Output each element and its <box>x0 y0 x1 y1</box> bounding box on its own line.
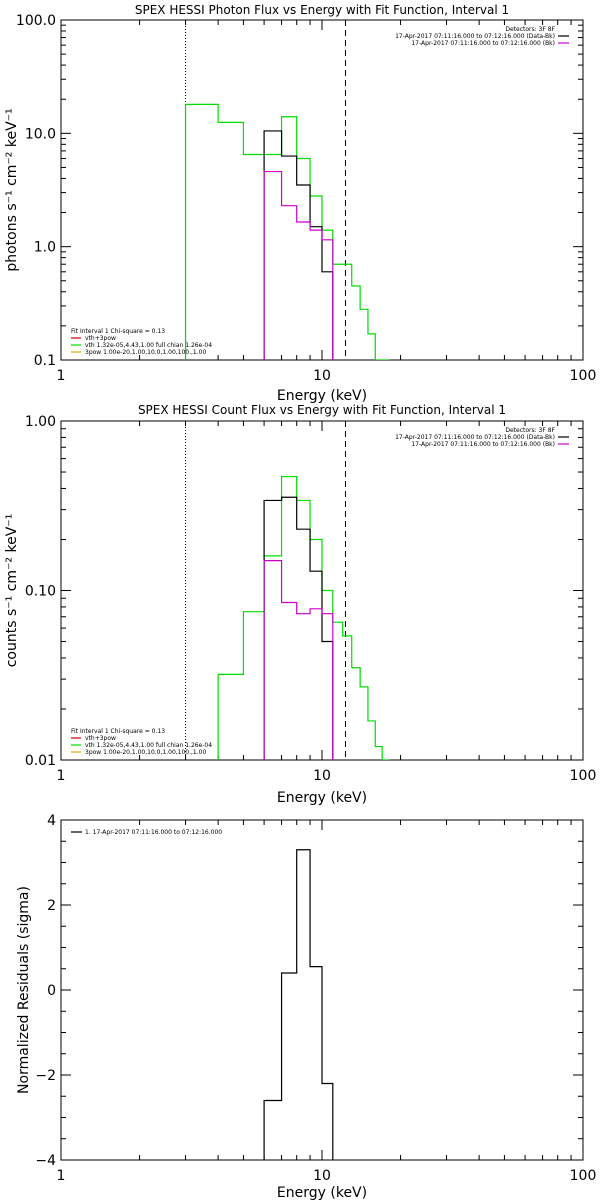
x-tick-label: 1 <box>57 368 66 384</box>
legend-entry-text: 3pow 1.00e-20,1.00,10.0,1.00,100.,1.00 <box>85 749 206 756</box>
legend-entry-text: 3pow 1.00e-20,1.00,10.0,1.00,100.,1.00 <box>85 349 206 356</box>
legend-entry-text: vth+3pow <box>85 335 116 342</box>
x-axis-label: Energy (keV) <box>277 1185 367 1200</box>
chart-panel-2: SPEX HESSI Count Flux vs Energy with Fit… <box>4 403 596 806</box>
legend-entry-text: 17-Apr-2017 07:11:16.000 to 07:12:16.000… <box>411 441 555 448</box>
x-axis-label: Energy (keV) <box>277 388 367 404</box>
y-tick-label: 0.1 <box>34 353 56 369</box>
legend-header: Detectors: 3F 8F <box>505 26 555 33</box>
x-tick-label: 10 <box>313 1168 331 1184</box>
x-tick-label: 1 <box>57 1168 66 1184</box>
y-tick-label: 4 <box>47 813 56 829</box>
plot-frame <box>60 19 584 361</box>
legend-header: Fit Interval 1 Chi-square = 0.13 <box>71 728 165 735</box>
series-step-line-1 <box>263 849 334 1160</box>
legend-header: Detectors: 3F 8F <box>505 427 555 434</box>
x-axis-label: Energy (keV) <box>277 790 367 806</box>
x-tick-label: 1 <box>57 768 66 784</box>
legend-header: Fit Interval 1 Chi-square = 0.13 <box>71 328 165 335</box>
y-axis-label: counts s⁻¹ cm⁻² keV⁻¹ <box>4 514 20 668</box>
legend-entry-text: vth 1.32e-05,4.43,1.00 full chian 1.26e-… <box>85 342 212 349</box>
y-tick-label: 0.01 <box>25 753 56 769</box>
legend-entry-text: vth+3pow <box>85 735 116 742</box>
y-tick-label: −4 <box>35 1153 56 1169</box>
y-tick-label: 1.00 <box>25 414 56 430</box>
x-tick-label: 10 <box>313 368 331 384</box>
y-axis-label: Normalized Residuals (sigma) <box>16 886 32 1094</box>
y-tick-label: 10.0 <box>25 126 56 142</box>
y-tick-label: 0.10 <box>25 584 56 600</box>
y-tick-label: 2 <box>47 898 56 914</box>
series-step-line-1 <box>217 475 390 760</box>
x-tick-label: 100 <box>570 768 597 784</box>
x-tick-label: 100 <box>570 1168 597 1184</box>
y-tick-label: 0 <box>47 983 56 999</box>
x-tick-label: 100 <box>570 368 597 384</box>
y-tick-label: 100.0 <box>16 13 56 29</box>
series-step-line-2 <box>263 496 334 760</box>
chart-panel-3: 1 10 100 −4 −2 0 2 4 Energy (keV) Normalized Resi… <box>16 813 597 1201</box>
y-axis-label: photons s⁻¹ cm⁻² keV⁻¹ <box>4 108 20 271</box>
legend-entry-text: 1. 17-Apr-2017 07:11:16.000 to 07:12:16.… <box>85 829 222 836</box>
legend-entry-text: 17-Apr-2017 07:11:16.000 to 07:12:16.000… <box>395 33 555 40</box>
series-step-line-1 <box>184 103 390 360</box>
series-step-line-3 <box>263 170 334 360</box>
chart-title: SPEX HESSI Count Flux vs Energy with Fit… <box>138 403 506 417</box>
chart-panel-1: SPEX HESSI Photon Flux vs Energy with Fi… <box>4 3 596 404</box>
y-tick-label: −2 <box>35 1068 56 1084</box>
series-step-line-2 <box>263 130 334 360</box>
y-tick-label: 1.0 <box>34 240 56 256</box>
legend-entry-text: 17-Apr-2017 07:11:16.000 to 07:12:16.000… <box>395 434 555 441</box>
series-step-line-3 <box>263 560 334 760</box>
chart-title: SPEX HESSI Photon Flux vs Energy with Fi… <box>135 3 509 17</box>
x-tick-label: 10 <box>313 768 331 784</box>
legend-entry-text: 17-Apr-2017 07:11:16.000 to 07:12:16.000… <box>411 40 555 47</box>
legend-entry-text: vth 1.32e-05,4.43,1.00 full chian 1.26e-… <box>85 742 212 749</box>
